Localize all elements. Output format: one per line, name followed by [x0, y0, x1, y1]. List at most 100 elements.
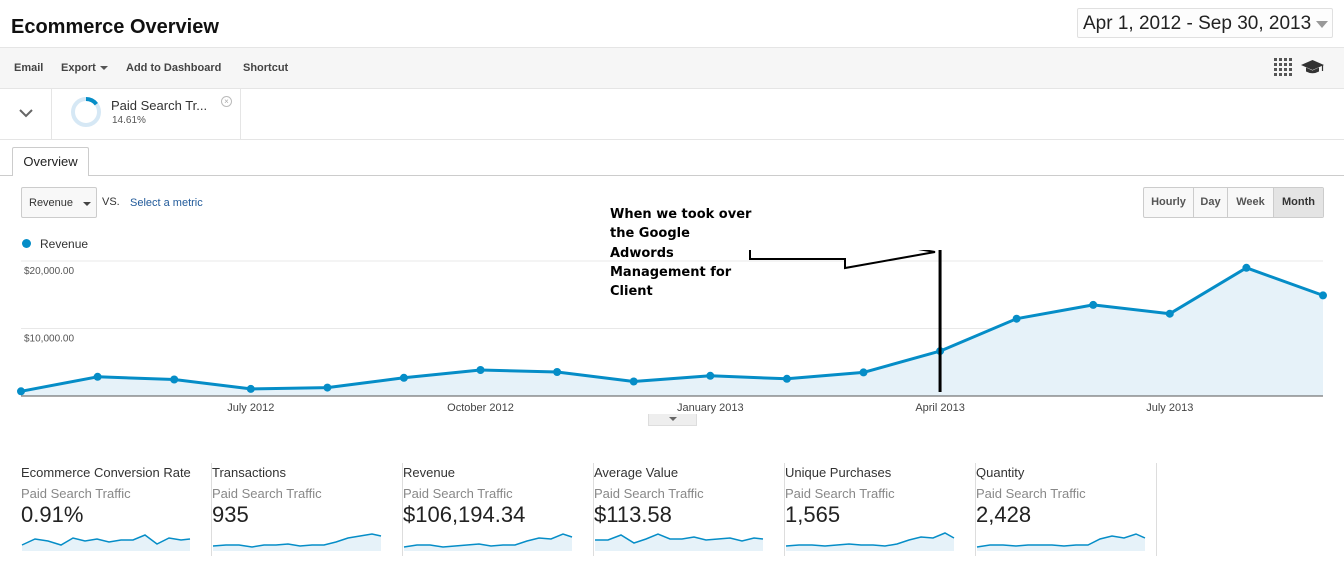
chevron-down-icon: [669, 417, 677, 421]
export-button[interactable]: Export: [61, 62, 108, 74]
stat-segment: Paid Search Traffic: [976, 486, 1086, 501]
x-tick-label: July 2012: [227, 402, 274, 414]
add-to-dashboard-button[interactable]: Add to Dashboard: [126, 62, 222, 74]
export-label: Export: [61, 62, 96, 74]
close-icon[interactable]: ×: [221, 96, 232, 107]
legend-label: Revenue: [40, 237, 89, 251]
sparkline: [21, 534, 191, 551]
stat-segment: Paid Search Traffic: [403, 486, 513, 501]
series-line: [20, 266, 1324, 393]
annotation-line: Client: [610, 284, 653, 300]
data-point: [1012, 314, 1021, 323]
series-area: [21, 267, 1323, 396]
data-point: [323, 383, 332, 392]
data-point: [246, 384, 255, 393]
data-point: [170, 375, 179, 384]
annotation-arrow: [749, 250, 936, 270]
annotation-line: Management for: [610, 264, 732, 280]
stat-segment: Paid Search Traffic: [785, 486, 895, 501]
stat-segment: Paid Search Traffic: [594, 486, 704, 501]
sparkline: [403, 533, 573, 551]
chevron-down-icon: [83, 202, 91, 206]
stat-name: Revenue: [403, 465, 456, 480]
stat-segment: Paid Search Traffic: [21, 486, 131, 501]
data-point: [399, 373, 408, 382]
data-point: [17, 387, 25, 396]
data-point: [1319, 291, 1327, 300]
stat-revenue[interactable]: Revenue Paid Search Traffic $106,194.34: [403, 463, 594, 556]
month-button[interactable]: Month: [1274, 188, 1323, 217]
x-tick-label: July 2013: [1146, 402, 1193, 414]
page-title: Ecommerce Overview: [11, 16, 219, 38]
stat-segment: Paid Search Traffic: [212, 486, 322, 501]
stat-quantity[interactable]: Quantity Paid Search Traffic 2,428: [976, 463, 1157, 556]
y-tick-label: $20,000.00: [24, 266, 74, 277]
stat-name: Unique Purchases: [785, 465, 892, 480]
segment-toggle[interactable]: [0, 89, 52, 139]
tab-divider: [0, 175, 1344, 176]
stat-value: 0.91%: [21, 502, 84, 527]
segment-percent: 14.61%: [112, 115, 146, 126]
stat-average-value[interactable]: Average Value Paid Search Traffic $113.5…: [594, 463, 785, 556]
week-button[interactable]: Week: [1228, 188, 1274, 217]
segment-card[interactable]: Paid Search Tr... 14.61% ×: [52, 89, 241, 139]
stat-value: $113.58: [594, 502, 672, 527]
period-toggle: Hourly Day Week Month: [1143, 187, 1324, 218]
sparkline: [976, 533, 1146, 551]
vs-label: VS.: [102, 196, 120, 208]
date-range-text: Apr 1, 2012 - Sep 30, 2013: [1083, 13, 1312, 34]
data-point: [629, 377, 638, 386]
annotation-line: Adwords: [610, 245, 674, 261]
data-point: [859, 368, 868, 377]
annotation-note: When we took over the Google Adwords Man…: [610, 205, 760, 301]
email-button[interactable]: Email: [14, 62, 44, 74]
stat-name: Transactions: [212, 465, 286, 480]
report-toolbar: Email Export Add to Dashboard Shortcut: [0, 47, 1344, 89]
day-button[interactable]: Day: [1194, 188, 1228, 217]
graduation-cap-icon[interactable]: [1300, 58, 1325, 76]
x-tick-label: April 2013: [915, 402, 965, 414]
legend-marker: [22, 239, 31, 248]
stat-value: 2,428: [976, 502, 1032, 527]
tab-overview[interactable]: Overview: [12, 147, 89, 176]
y-tick-label: $10,000.00: [24, 334, 74, 345]
shortcut-button[interactable]: Shortcut: [243, 62, 289, 74]
select-a-metric-link[interactable]: Select a metric: [130, 197, 203, 209]
data-point: [553, 368, 562, 376]
stat-name: Average Value: [594, 465, 679, 480]
metric-select-value: Revenue: [29, 197, 74, 209]
segment-donut-icon: [71, 97, 101, 127]
chevron-down-icon: [99, 66, 108, 71]
data-point: [782, 374, 791, 383]
chevron-down-icon: [1316, 21, 1328, 28]
segment-bar: Paid Search Tr... 14.61% ×: [0, 89, 1344, 140]
annotation-line: When we took over: [610, 207, 752, 222]
data-point: [1242, 263, 1251, 272]
data-point: [476, 366, 485, 374]
metric-select[interactable]: Revenue: [21, 187, 97, 218]
sparkline: [785, 532, 955, 551]
date-range-picker[interactable]: Apr 1, 2012 - Sep 30, 2013: [1077, 8, 1333, 38]
chevron-down-icon: [19, 109, 33, 118]
stat-name: Quantity: [976, 465, 1025, 480]
stat-transactions[interactable]: Transactions Paid Search Traffic 935: [212, 463, 403, 556]
data-point: [1165, 309, 1174, 318]
stat-unique-purchases[interactable]: Unique Purchases Paid Search Traffic 1,5…: [785, 463, 976, 556]
revenue-chart: $20,000.00 $10,000.00 July 2012 October 201…: [17, 250, 1327, 414]
grid-icon[interactable]: [1274, 58, 1293, 77]
stat-value: 1,565: [785, 502, 841, 527]
sparkline: [212, 533, 382, 551]
x-tick-label: January 2013: [677, 402, 744, 414]
sparkline: [595, 533, 764, 551]
chart-collapse-toggle[interactable]: [648, 414, 697, 426]
annotation-line: the Google: [610, 226, 690, 242]
x-tick-label: October 2012: [447, 402, 514, 414]
stat-value: $106,194.34: [403, 502, 526, 527]
stat-conversion-rate[interactable]: Ecommerce Conversion Rate Paid Search Tr…: [21, 463, 212, 556]
stat-name: Ecommerce Conversion Rate: [21, 465, 191, 480]
data-point: [1089, 300, 1098, 309]
hourly-button[interactable]: Hourly: [1144, 188, 1194, 217]
data-point: [706, 371, 715, 380]
segment-label: Paid Search Tr...: [111, 98, 208, 113]
data-point: [93, 372, 102, 381]
